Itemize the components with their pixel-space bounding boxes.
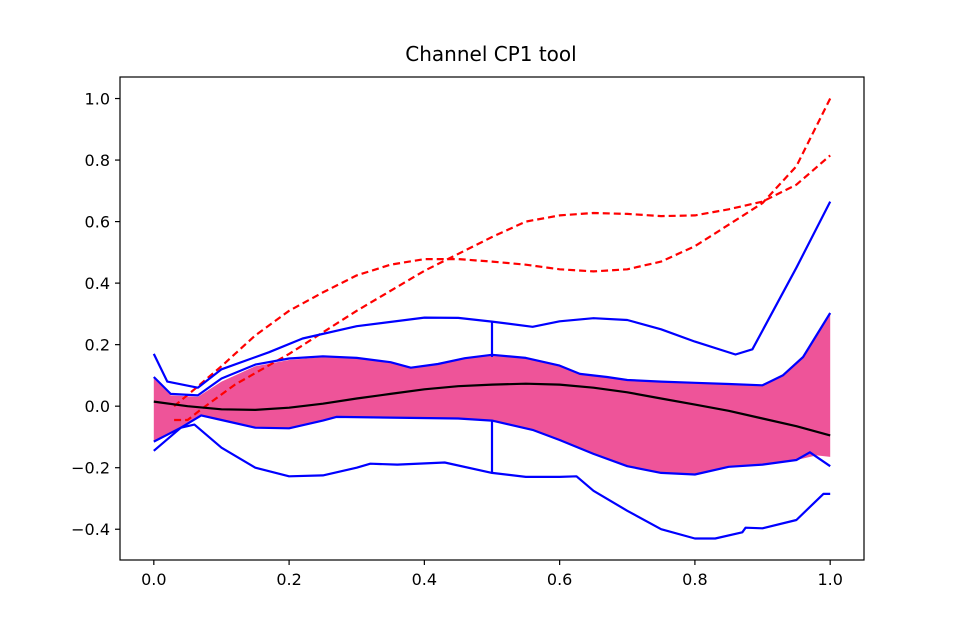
y-tick-label: 0.0 [85,397,110,416]
x-tick-label: 0.0 [141,570,166,589]
y-tick-label: 1.0 [85,90,110,109]
mean-line [153,382,831,437]
x-tick-label: 0.6 [547,570,572,589]
chart-title: Channel CP1 tool [405,42,576,66]
confidence-band [153,313,831,474]
envelope-line-2 [152,201,832,389]
x-tick-label: 0.2 [276,570,301,589]
reference-line-1 [173,98,832,408]
envelope-line-5 [153,423,831,540]
x-tick-label: 0.8 [682,570,707,589]
y-tick-label: 0.2 [85,336,110,355]
x-tick-label: 1.0 [817,570,842,589]
x-tick-label: 0.4 [412,570,437,589]
y-tick-label: 0.4 [85,274,110,293]
envelope-line-4 [153,414,831,476]
y-tick-label: 0.8 [85,151,110,170]
axes: 0.0 0.2 0.4 0.6 0.8 1.0 −0.4 −0.2 0.0 0.2 0.4 0.6 0.… [71,90,843,589]
y-tick-label: 0.6 [85,213,110,232]
reference-line-0 [174,154,831,422]
plot-area [152,98,832,540]
y-tick-label: −0.4 [71,520,110,539]
axes-frame [119,76,865,561]
y-tick-label: −0.2 [71,459,110,478]
